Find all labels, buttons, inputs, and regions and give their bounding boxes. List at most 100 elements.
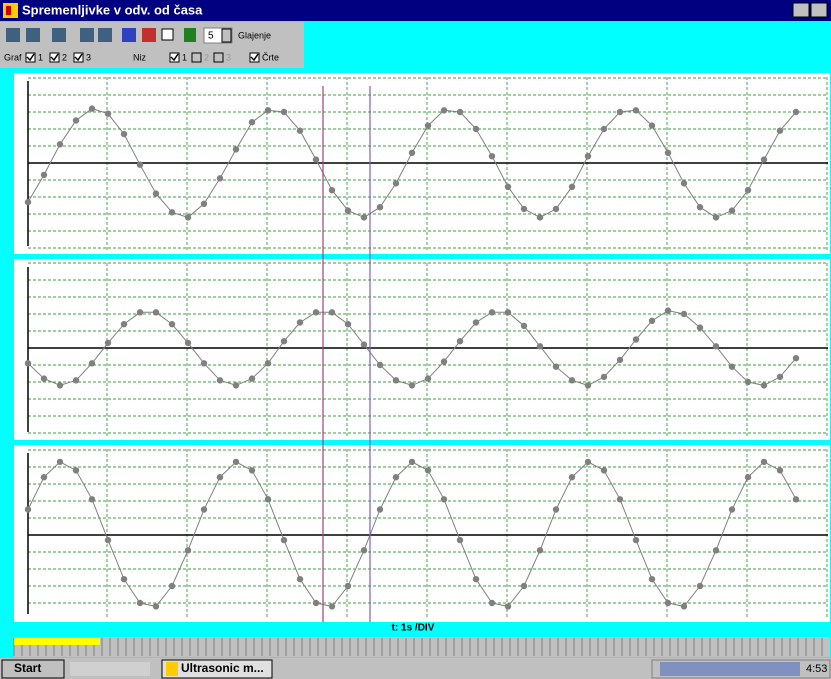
series-label: Niz	[133, 52, 146, 62]
signal-point	[392, 474, 400, 481]
title-bar	[0, 0, 831, 21]
signal-point	[376, 506, 384, 513]
tool-button[interactable]	[52, 28, 66, 42]
signal-point	[296, 319, 304, 326]
signal-point	[568, 474, 576, 481]
maximize-button[interactable]	[810, 2, 828, 18]
check-mark	[26, 53, 35, 62]
spin-value: 5	[208, 31, 214, 42]
signal-point	[344, 207, 352, 214]
signal-point	[584, 382, 592, 389]
signal-point	[792, 108, 800, 116]
signal-point	[72, 467, 80, 474]
tool-button[interactable]	[142, 28, 156, 42]
checkbox[interactable]	[191, 52, 202, 63]
signal-point	[40, 171, 48, 179]
minimize-button[interactable]	[792, 2, 810, 18]
signal-point	[280, 338, 288, 345]
signal-point	[360, 547, 368, 554]
check-mark	[170, 53, 179, 62]
start-label: Start	[14, 661, 41, 675]
signal-point	[760, 156, 768, 163]
checkbox[interactable]	[169, 52, 180, 63]
start-button[interactable]	[1, 659, 65, 679]
tool-button[interactable]	[98, 28, 112, 42]
checkbox[interactable]	[73, 52, 84, 63]
signal-point	[328, 603, 336, 610]
signal-point	[408, 458, 416, 466]
signal-point	[536, 214, 544, 221]
signal-point	[168, 209, 176, 216]
signal-point	[680, 180, 688, 187]
tool-checkbox[interactable]	[161, 28, 174, 41]
signal-point	[88, 105, 96, 112]
signal-point	[168, 582, 176, 590]
plot-panel	[14, 259, 830, 440]
checkbox[interactable]	[249, 52, 260, 63]
tool-button[interactable]	[26, 28, 40, 42]
signal-point	[184, 339, 192, 347]
check-mark	[50, 53, 59, 62]
task-label: Ultrasonic m...	[181, 661, 264, 675]
signal-point	[408, 382, 416, 389]
tool-button[interactable]	[122, 28, 136, 42]
signal-point	[680, 603, 688, 610]
signal-point	[264, 107, 272, 114]
signal-point	[328, 309, 336, 316]
signal-point	[440, 107, 448, 114]
signal-point	[328, 187, 336, 194]
signal-point	[440, 358, 448, 365]
signal-point	[600, 125, 608, 133]
window-title: Spremenljivke v odv. od časa	[22, 2, 203, 17]
signal-point	[520, 582, 528, 590]
signal-point	[760, 458, 768, 466]
signal-point	[568, 183, 576, 190]
signal-point	[152, 190, 160, 197]
signal-point	[600, 373, 608, 381]
checkbox-label: 2	[62, 52, 67, 62]
app-icon-part	[6, 6, 11, 15]
checkbox[interactable]	[49, 52, 60, 63]
signal-point	[40, 375, 48, 382]
plot-panel	[14, 445, 830, 622]
signal-point	[24, 506, 32, 513]
help-button[interactable]	[184, 28, 196, 42]
signal-point	[392, 180, 400, 187]
signal-point	[472, 319, 480, 326]
signal-point	[248, 467, 256, 474]
signal-point	[744, 378, 752, 386]
task-button[interactable]	[161, 659, 273, 679]
check-mark	[250, 53, 259, 62]
signal-point	[104, 339, 112, 347]
signal-point	[136, 161, 144, 168]
tool-button[interactable]	[80, 28, 94, 42]
signal-point	[792, 496, 800, 503]
signal-point	[232, 146, 240, 153]
signal-point	[200, 360, 208, 367]
signal-point	[200, 200, 208, 207]
checkbox-label: Črte	[262, 52, 279, 62]
signal-point	[792, 355, 800, 362]
check-mark	[74, 53, 83, 62]
signal-point	[552, 363, 560, 370]
signal-point	[56, 382, 64, 389]
signal-point	[216, 377, 224, 384]
checkbox[interactable]	[25, 52, 36, 63]
signal-point	[456, 108, 464, 116]
signal-point	[536, 547, 544, 554]
spin-buttons[interactable]	[221, 28, 232, 43]
signal-point	[744, 474, 752, 481]
signal-point	[136, 309, 144, 316]
tray-icons[interactable]	[660, 662, 800, 676]
signal-point	[152, 603, 160, 610]
signal-point	[696, 204, 704, 211]
signal-point	[24, 360, 32, 367]
quick-launch[interactable]	[70, 662, 150, 676]
signal-point	[232, 458, 240, 466]
checkbox[interactable]	[213, 52, 224, 63]
tool-button[interactable]	[6, 28, 20, 42]
signal-point	[584, 458, 592, 466]
signal-point	[120, 576, 128, 583]
task-icon	[166, 662, 178, 676]
signal-point	[392, 377, 400, 384]
